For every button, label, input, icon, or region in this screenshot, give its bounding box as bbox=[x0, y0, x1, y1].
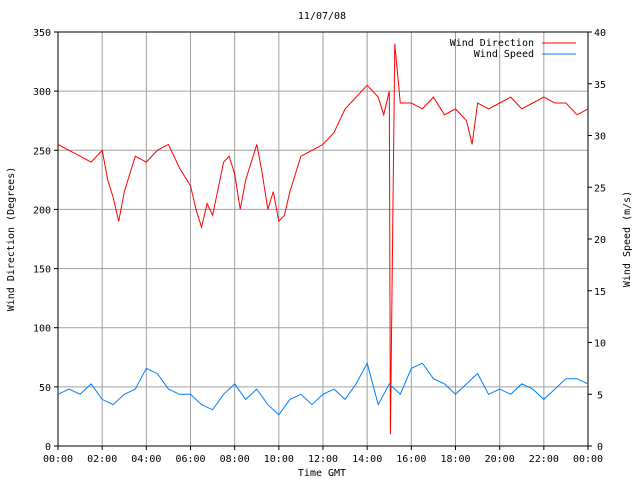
x-tick-labels: 00:00 02:00 04:00 06:00 08:00 10:00 12:00 14:00… bbox=[43, 446, 603, 465]
y-right-tick-label: 25 bbox=[594, 183, 606, 194]
x-tick-label: 04:00 bbox=[131, 454, 161, 465]
grid-layer bbox=[58, 32, 588, 446]
y-left-tick-label: 250 bbox=[33, 146, 51, 157]
x-tick-label: 02:00 bbox=[87, 454, 117, 465]
y-left-tick-label: 100 bbox=[33, 324, 51, 335]
y-right-tick-label: 0 bbox=[597, 442, 603, 453]
x-tick-label: 00:00 bbox=[43, 454, 73, 465]
y-right-axis-label: Wind Speed (m/s) bbox=[622, 191, 633, 287]
x-axis-label: Time GMT bbox=[298, 468, 346, 479]
y-left-tick-label: 50 bbox=[39, 383, 51, 394]
y-right-tick-label: 5 bbox=[597, 390, 603, 401]
y-right-tick-labels: 0 5 10 15 20 25 30 35 40 bbox=[588, 28, 606, 453]
series-layer bbox=[57, 43, 589, 435]
series-line-wind-speed bbox=[57, 361, 589, 416]
x-tick-label: 14:00 bbox=[352, 454, 382, 465]
x-tick-label: 18:00 bbox=[440, 454, 470, 465]
x-tick-label: 22:00 bbox=[529, 454, 559, 465]
x-tick-label: 16:00 bbox=[396, 454, 426, 465]
y-right-tick-label: 35 bbox=[594, 80, 606, 91]
legend: Wind Direction Wind Speed bbox=[450, 38, 576, 60]
y-right-tick-label: 15 bbox=[594, 287, 606, 298]
y-left-tick-label: 150 bbox=[33, 265, 51, 276]
y-right-tick-label: 40 bbox=[594, 28, 606, 39]
x-tick-label: 06:00 bbox=[175, 454, 205, 465]
x-tick-label: 12:00 bbox=[308, 454, 338, 465]
legend-label-wind-speed: Wind Speed bbox=[474, 49, 534, 60]
y-left-axis-label: Wind Direction (Degrees) bbox=[6, 167, 17, 312]
x-tick-label: 10:00 bbox=[264, 454, 294, 465]
x-tick-label: 08:00 bbox=[220, 454, 250, 465]
y-right-tick-label: 30 bbox=[594, 132, 606, 143]
legend-label-wind-direction: Wind Direction bbox=[450, 38, 534, 49]
y-right-tick-label: 10 bbox=[594, 339, 606, 350]
series-line-wind-direction bbox=[57, 43, 589, 435]
y-left-tick-labels: 0 50 100 150 200 250 300 350 bbox=[33, 28, 58, 453]
chart-title: 11/07/08 bbox=[298, 11, 346, 22]
y-left-tick-label: 350 bbox=[33, 28, 51, 39]
x-tick-label: 00:00 bbox=[573, 454, 603, 465]
y-right-tick-label: 20 bbox=[594, 235, 606, 246]
y-left-tick-label: 200 bbox=[33, 205, 51, 216]
y-left-tick-label: 300 bbox=[33, 87, 51, 98]
y-left-tick-label: 0 bbox=[45, 442, 51, 453]
x-tick-label: 20:00 bbox=[485, 454, 515, 465]
